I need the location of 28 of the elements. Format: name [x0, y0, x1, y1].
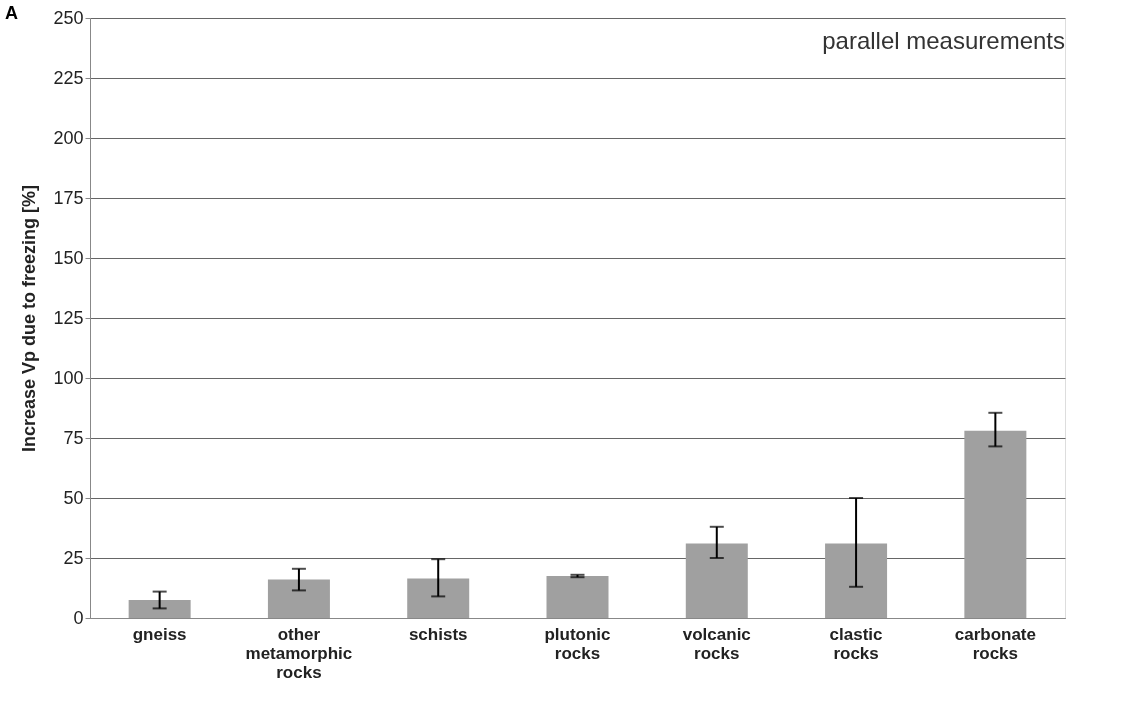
- bar: [128, 600, 191, 618]
- y-tick-label: 150: [53, 247, 84, 268]
- x-tick-label: gneiss: [132, 624, 187, 644]
- y-tick-label: 75: [63, 427, 84, 448]
- bar: [825, 543, 888, 618]
- bar: [407, 578, 470, 618]
- y-tick-label: 225: [53, 67, 84, 88]
- y-tick-label: 200: [53, 127, 84, 148]
- bar: [685, 543, 748, 618]
- annotation: parallel measurements: [822, 27, 1065, 54]
- bar: [546, 576, 609, 618]
- y-tick-label: 25: [63, 547, 84, 568]
- x-tick-label: other metamorphic rocks: [245, 624, 353, 682]
- y-tick-label: 250: [53, 7, 84, 28]
- x-tick-label: volcanic rocks: [682, 624, 751, 663]
- x-tick-label: schists: [408, 624, 468, 644]
- x-tick-label: plutonic rocks: [544, 624, 611, 663]
- y-axis-title: Increase Vp due to freezing [%]: [19, 184, 40, 453]
- y-tick-label: 50: [63, 487, 84, 508]
- y-tick-label: 175: [53, 187, 84, 208]
- bar: [964, 430, 1027, 618]
- chart-title: A: [5, 3, 18, 23]
- y-tick-label: 125: [53, 307, 84, 328]
- bar: [267, 579, 330, 618]
- y-tick-label: 0: [73, 607, 84, 628]
- x-tick-label: clastic rocks: [829, 624, 883, 663]
- y-tick-label: 100: [53, 367, 84, 388]
- x-tick-label: carbonate rocks: [954, 624, 1036, 663]
